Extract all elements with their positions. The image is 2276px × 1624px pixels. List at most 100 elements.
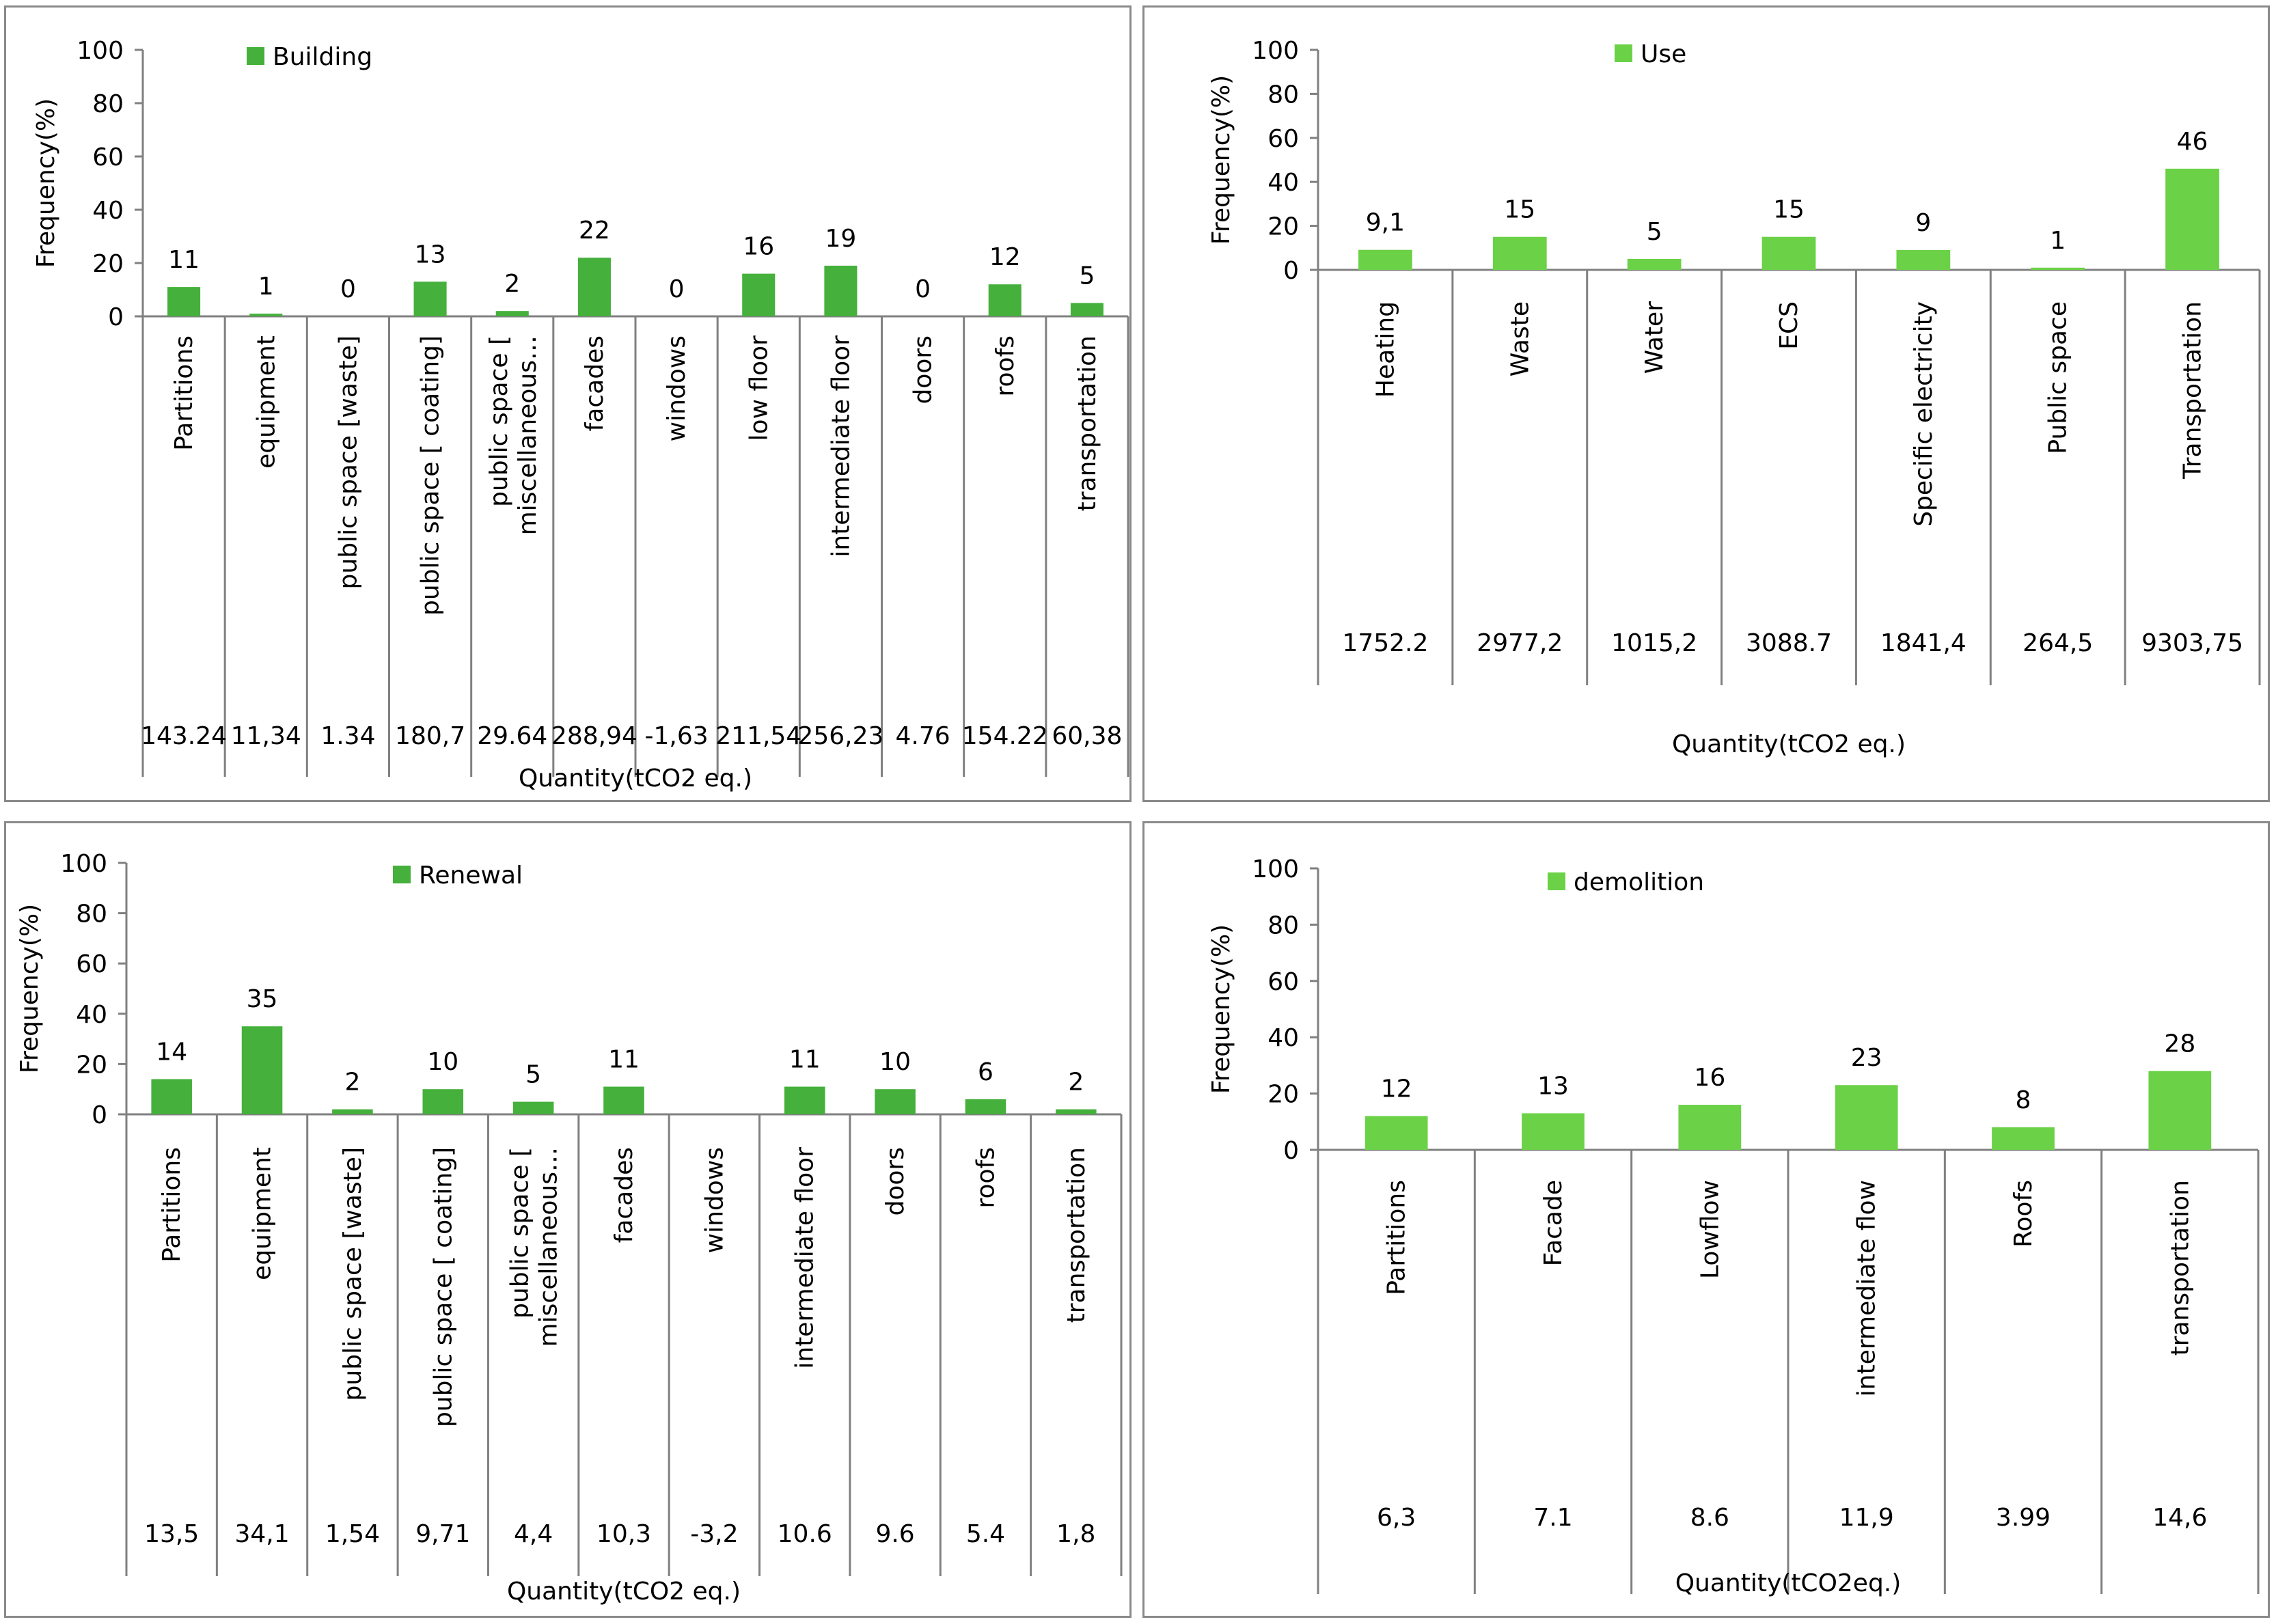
quantity-label: 1015,2: [1611, 629, 1697, 657]
y-tick-label: 80: [92, 90, 124, 118]
bar-4: [413, 281, 447, 316]
quantity-label: 1841,4: [1880, 629, 1966, 657]
data-label: 5: [525, 1061, 541, 1089]
category-label: equipment: [249, 1147, 277, 1280]
bar-6: [603, 1086, 644, 1114]
category-label: Lowflow: [1696, 1180, 1724, 1279]
y-tick-label: 100: [77, 37, 124, 65]
category-label: Water: [1641, 301, 1669, 374]
category-label: intermediate floor: [827, 335, 855, 558]
data-label: 11: [608, 1046, 640, 1074]
legend-swatch: [247, 47, 264, 65]
bar-2: [241, 1026, 283, 1114]
bar-6: [2031, 267, 2085, 270]
category-label: transportation: [1073, 335, 1101, 511]
quantity-label: -3,2: [690, 1520, 738, 1548]
data-label: 46: [2177, 128, 2208, 156]
y-tick-label: 60: [92, 143, 124, 171]
bar-9: [875, 1089, 916, 1114]
category-label: Transportation: [2179, 301, 2207, 480]
bar-10: [965, 1099, 1006, 1114]
data-label: 15: [1773, 196, 1805, 224]
quantity-label: 288,94: [551, 722, 637, 750]
category-label: windows: [663, 335, 691, 441]
legend-label: demolition: [1574, 868, 1704, 896]
data-label: 1: [258, 273, 274, 301]
category-label: Specific electricity: [1910, 301, 1938, 527]
bar-4: [1835, 1085, 1898, 1150]
y-tick-label: 60: [1267, 968, 1299, 996]
data-label: 14: [156, 1038, 187, 1066]
y-tick-label: 100: [1252, 855, 1299, 883]
category-label: public space [waste]: [339, 1147, 367, 1401]
bar-4: [1761, 236, 1816, 270]
bar-6: [577, 258, 611, 316]
quantity-label: -1,63: [645, 722, 709, 750]
data-label: 8: [2016, 1086, 2031, 1114]
demolition-chart: 0 20 40 60 80 100 Frequency(%) 12 Partitions 6,3 1…: [1207, 855, 2260, 1597]
category-label: low floor: [745, 335, 773, 441]
bar-11: [988, 284, 1022, 316]
category-label: doors: [881, 1147, 909, 1215]
bar-5: [512, 1101, 554, 1114]
y-tick-label: 0: [1283, 257, 1299, 285]
quantity-label: 11,34: [231, 722, 301, 750]
quantity-label: 9,71: [415, 1520, 470, 1548]
quantity-label: 29.64: [477, 722, 547, 750]
data-label: 16: [1694, 1064, 1725, 1092]
data-label: 11: [789, 1046, 821, 1074]
legend-label: Renewal: [419, 862, 523, 890]
bar-8: [742, 273, 776, 316]
y-axis-title: Frequency(%): [1207, 924, 1235, 1094]
category-label: Partitions: [158, 1147, 186, 1263]
quantity-label: 7.1: [1533, 1504, 1572, 1532]
category-label: transportation: [1062, 1147, 1091, 1323]
y-tick-label: 20: [76, 1051, 107, 1079]
y-tick-label: 0: [108, 303, 124, 331]
bar-1: [1358, 249, 1412, 270]
quantity-label: 256,23: [797, 722, 883, 750]
y-tick-label: 80: [1267, 81, 1299, 109]
y-tick-label: 40: [1267, 169, 1299, 197]
quantity-label: 154.22: [962, 722, 1048, 750]
bar-4: [422, 1089, 464, 1114]
bar-2: [1522, 1113, 1585, 1150]
y-tick-label: 80: [1267, 911, 1299, 939]
y-tick-label: 100: [60, 850, 107, 878]
bar-5: [495, 311, 529, 316]
bar-7: [2165, 168, 2219, 270]
bar-2: [1492, 236, 1547, 270]
legend-label: Building: [273, 43, 372, 71]
category-label: Public space: [2044, 301, 2072, 454]
category-label: roofs: [991, 335, 1019, 397]
y-tick-label: 100: [1252, 37, 1299, 65]
renewal-chart: 0 20 40 60 80 100 Frequency(%) 14 Partitions 13,5…: [16, 850, 1123, 1606]
category-label: Roofs: [2010, 1180, 2038, 1248]
y-axis-title: Frequency(%): [16, 904, 44, 1073]
category-label: facades: [610, 1147, 638, 1243]
y-tick-label: 40: [76, 1001, 107, 1029]
data-label: 35: [247, 985, 278, 1013]
x-axis-title: Quantity(tCO2eq.): [1675, 1569, 1902, 1597]
data-label: 0: [669, 275, 685, 303]
data-label: 0: [915, 275, 931, 303]
category-label: Facade: [1539, 1180, 1567, 1266]
x-axis-title: Quantity(tCO2 eq.): [1672, 730, 1906, 758]
y-tick-label: 0: [92, 1101, 107, 1129]
bar-5: [1896, 250, 1951, 270]
y-tick-label: 60: [76, 950, 107, 978]
bar-3: [332, 1109, 373, 1114]
bar-3: [1627, 258, 1682, 270]
category-label: equipment: [252, 335, 280, 469]
quantity-label: 1,8: [1056, 1520, 1095, 1548]
bar-3: [1678, 1105, 1742, 1150]
bar-1: [151, 1079, 192, 1114]
quantity-label: 34,1: [234, 1520, 289, 1548]
quantity-label: 180,7: [395, 722, 465, 750]
quantity-label: 10,3: [597, 1520, 651, 1548]
data-label: 16: [743, 233, 774, 261]
data-label: 6: [978, 1058, 993, 1086]
category-label: public space [ coating]: [429, 1147, 457, 1427]
quantity-label: 4.76: [896, 722, 950, 750]
y-tick-label: 20: [1267, 213, 1299, 241]
